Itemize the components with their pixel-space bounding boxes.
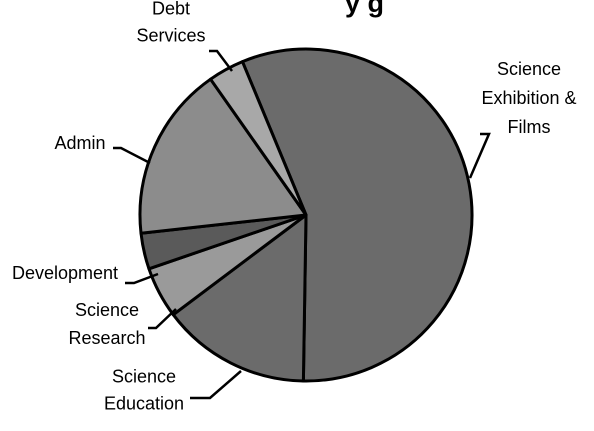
slice-label: Development [12, 263, 118, 283]
leader-line [190, 370, 242, 400]
leader-line [125, 272, 159, 285]
leader-line [468, 132, 491, 179]
chart-title-fragment: y g [345, 0, 384, 18]
pie-slice-debt-services [209, 60, 308, 217]
slice-label-line: Services [136, 26, 205, 46]
slice-label-line: Debt [152, 0, 190, 19]
leader-lines [113, 49, 491, 400]
slice-label: Debt Services [136, 0, 205, 46]
slice-label: Admin [54, 133, 105, 153]
slice-label-line: Films [508, 117, 551, 137]
slice-label: Science Education [104, 367, 184, 414]
slice-label-line: Science [75, 300, 139, 320]
pie-slice-science-exhibition-films [240, 47, 474, 383]
slice-label-line: Science [112, 367, 176, 387]
pie-slice-admin [138, 77, 308, 235]
slice-label: Science Research [68, 300, 145, 348]
pie-slices [138, 47, 474, 383]
slice-labels: Science Exhibition & Films Science Education… [12, 0, 577, 414]
slice-label-line: Research [68, 328, 145, 348]
slice-label-line: Education [104, 394, 184, 414]
pie-slice-science-education [171, 213, 308, 383]
leader-line [148, 308, 177, 330]
slice-label-line: Admin [54, 133, 105, 153]
slice-label: Science Exhibition & Films [481, 59, 576, 137]
leader-line [113, 146, 151, 165]
slice-label-line: Development [12, 263, 118, 283]
slice-label-line: Exhibition & [481, 88, 576, 108]
leader-line [209, 49, 233, 72]
slice-label-line: Science [497, 59, 561, 79]
